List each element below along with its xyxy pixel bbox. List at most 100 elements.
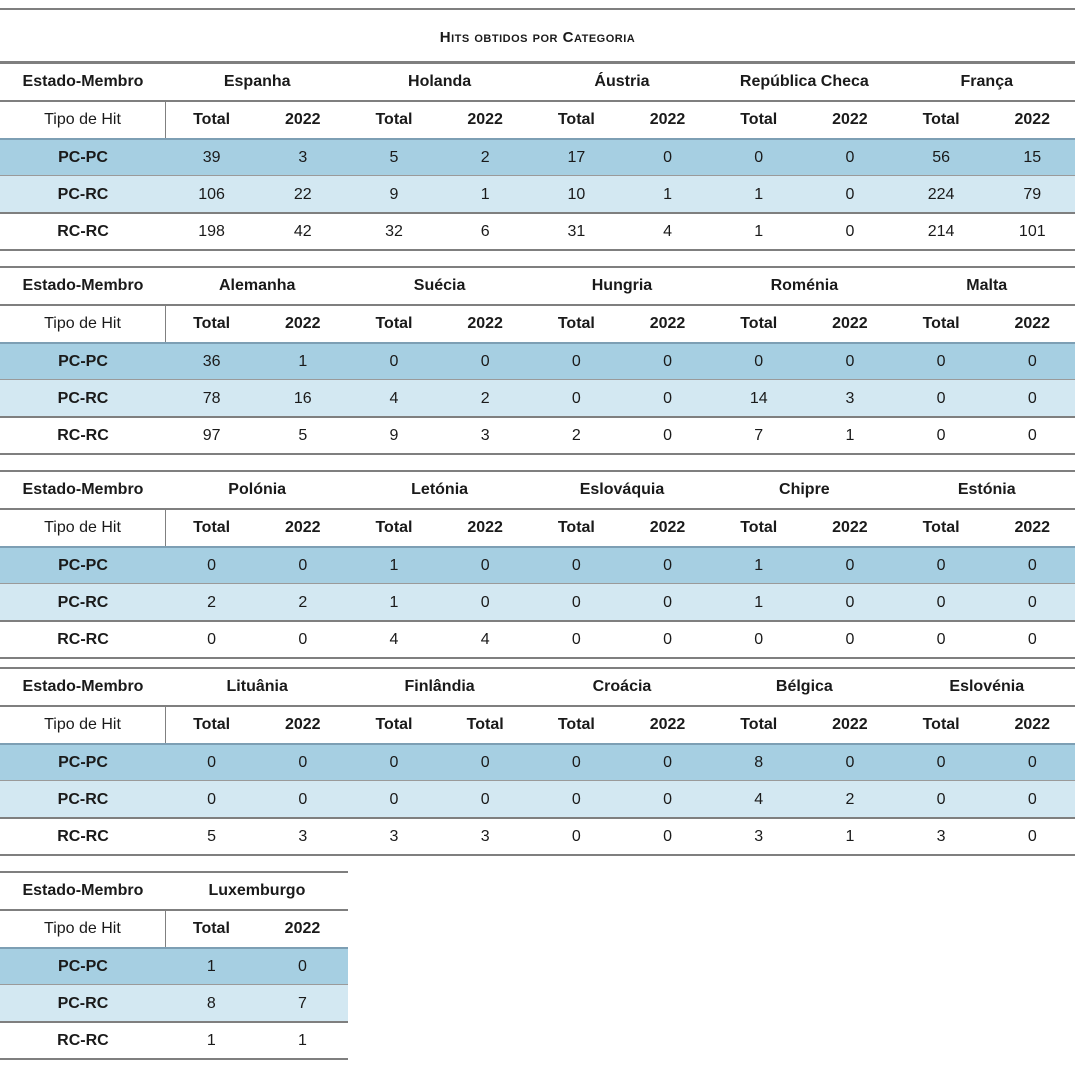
column-header: Total xyxy=(922,716,960,733)
pc-pc-row: PC-PC 1 0 xyxy=(0,948,348,985)
divider-line xyxy=(0,657,1075,659)
value-cell: 0 xyxy=(663,827,672,845)
value-cell: 0 xyxy=(1027,630,1037,648)
value-cell: 4 xyxy=(663,222,672,240)
value-cell: 0 xyxy=(298,630,308,648)
value-cell: 0 xyxy=(571,790,581,808)
column-header: Total xyxy=(557,315,595,332)
value-cell: 0 xyxy=(754,352,764,370)
value-cell: 0 xyxy=(663,630,672,648)
value-cell: 0 xyxy=(845,352,855,370)
value-cell: 4 xyxy=(754,790,764,808)
value-cell: 2 xyxy=(298,593,308,611)
value-cell: 0 xyxy=(1027,556,1037,574)
value-cell: 8 xyxy=(754,753,764,771)
hit-type-label: PC-PC xyxy=(58,753,108,771)
column-header: 2022 xyxy=(649,111,686,128)
divider-line xyxy=(0,947,348,949)
value-cell: 1 xyxy=(206,957,216,975)
divider-line xyxy=(0,620,1075,622)
value-cell: 0 xyxy=(845,148,855,166)
value-cell: 0 xyxy=(389,753,399,771)
value-cell: 0 xyxy=(1027,753,1037,771)
pc-pc-row: PC-PC 0 0 0 0 0 0 8 0 0 0 xyxy=(0,744,1075,781)
value-cell: 198 xyxy=(198,222,225,240)
value-cell: 0 xyxy=(207,753,217,771)
value-cell: 0 xyxy=(298,957,307,975)
divider-line xyxy=(0,470,1075,472)
column-header: Total xyxy=(922,315,960,332)
pc-pc-row: PC-PC 36 1 0 0 0 0 0 0 0 0 xyxy=(0,343,1075,380)
value-cell: 0 xyxy=(1027,790,1037,808)
estado-membro-label: Estado-Membro xyxy=(22,277,144,294)
column-header: 2022 xyxy=(284,519,321,536)
value-cell: 0 xyxy=(663,426,672,444)
tipo-de-hit-label: Tipo de Hit xyxy=(0,101,166,139)
value-cell: 7 xyxy=(754,426,764,444)
divider-line xyxy=(0,100,1075,102)
column-header: Total xyxy=(557,111,595,128)
country-name: Eslovénia xyxy=(949,678,1025,695)
divider-line xyxy=(0,1021,348,1023)
value-cell: 10 xyxy=(567,185,586,203)
divider-line xyxy=(0,249,1075,251)
country-name: Suécia xyxy=(413,277,466,294)
rc-rc-row: RC-RC 198 42 32 6 31 4 1 0 214 101 xyxy=(0,213,1075,250)
value-cell: 1 xyxy=(389,556,399,574)
divider-line xyxy=(0,546,1075,548)
value-cell: 42 xyxy=(293,222,312,240)
divider-line xyxy=(0,138,1075,140)
column-header: 2022 xyxy=(832,716,868,733)
page-title: Hits obtidos por Categoria xyxy=(0,8,1075,63)
divider-line xyxy=(0,508,1075,510)
value-cell: 101 xyxy=(1018,222,1046,240)
rc-rc-row: RC-RC 0 0 4 4 0 0 0 0 0 0 xyxy=(0,621,1075,658)
country-name: Áustria xyxy=(594,73,650,90)
value-cell: 0 xyxy=(1027,352,1037,370)
country-name: Estónia xyxy=(957,481,1016,498)
value-cell: 3 xyxy=(936,827,946,845)
tipo-de-hit-label: Tipo de Hit xyxy=(0,305,166,343)
value-cell: 0 xyxy=(936,593,946,611)
divider-line xyxy=(0,304,1075,306)
value-cell: 1 xyxy=(298,352,308,370)
value-cell: 0 xyxy=(663,352,672,370)
hit-type-label: RC-RC xyxy=(57,222,109,240)
value-cell: 14 xyxy=(749,389,768,407)
column-header: Total xyxy=(557,519,595,536)
column-header: 2022 xyxy=(832,519,868,536)
country-header-row: Estado-Membro Alemanha Suécia Hungria Roméni… xyxy=(0,267,1075,305)
column-header: 2022 xyxy=(1014,519,1051,536)
value-cell: 2 xyxy=(480,148,490,166)
value-cell: 1 xyxy=(389,593,399,611)
column-header: 2022 xyxy=(649,716,686,733)
value-cell: 8 xyxy=(206,994,216,1012)
value-cell: 0 xyxy=(389,352,399,370)
value-cell: 0 xyxy=(936,389,946,407)
value-cell: 1 xyxy=(754,593,764,611)
tipo-de-hit-label: Tipo de Hit xyxy=(0,706,166,744)
value-cell: 9 xyxy=(389,426,399,444)
value-cell: 0 xyxy=(480,556,490,574)
subheader-row: Tipo de Hit Total 2022 Total 2022 Total 2022 To… xyxy=(0,509,1075,547)
country-header-row: Estado-Membro Luxemburgo xyxy=(0,872,348,910)
hit-type-label: PC-RC xyxy=(57,593,109,611)
value-cell: 4 xyxy=(389,389,399,407)
value-cell: 16 xyxy=(293,389,312,407)
column-header: 2022 xyxy=(1014,111,1051,128)
value-cell: 0 xyxy=(298,790,308,808)
value-cell: 3 xyxy=(298,827,308,845)
value-cell: 0 xyxy=(845,593,855,611)
value-cell: 3 xyxy=(480,426,490,444)
value-cell: 3 xyxy=(298,148,308,166)
column-header: Total xyxy=(192,920,230,937)
value-cell: 97 xyxy=(202,426,221,444)
value-cell: 0 xyxy=(389,790,399,808)
value-cell: 56 xyxy=(932,148,950,166)
value-cell: 0 xyxy=(754,630,764,648)
subheader-row: Tipo de Hit Total 2022 Total 2022 Total 2022 To… xyxy=(0,305,1075,343)
pc-rc-row: PC-RC 0 0 0 0 0 0 4 2 0 0 xyxy=(0,781,1075,818)
country-name: Luxemburgo xyxy=(208,882,306,899)
column-header: 2022 xyxy=(832,315,868,332)
value-cell: 0 xyxy=(298,753,308,771)
